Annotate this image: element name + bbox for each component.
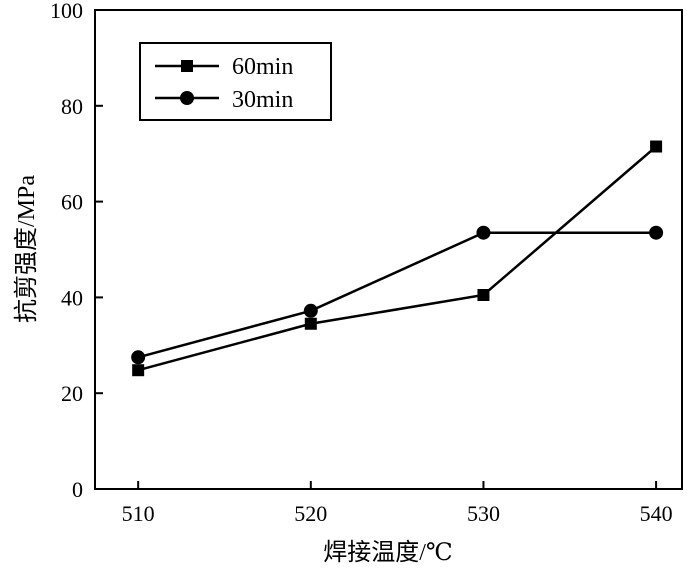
y-tick-label-2: 40 [61,285,83,310]
y-tick-label-5: 100 [50,0,83,23]
plot-frame [94,9,683,490]
y-tick-label-3: 60 [61,190,83,215]
y-tick-label-1: 20 [61,381,83,406]
series-layer [131,140,664,377]
data-point-30min-520 [303,303,318,318]
x-tick-label-2: 530 [467,501,500,526]
y-tick-label-4: 80 [61,94,83,119]
data-point-60min-540 [650,140,663,153]
x-axis-title: 焊接温度/℃ [323,539,453,566]
tick-layer: 0 20 40 60 80 100 510 520 530 540 [50,0,673,526]
legend: 60min 30min [139,42,332,121]
data-point-30min-530 [476,225,491,240]
data-point-60min-510 [132,364,145,377]
x-tick-label-3: 540 [640,501,673,526]
data-point-30min-540 [649,225,664,240]
x-tick-label-0: 510 [122,501,155,526]
legend-marker-30min [180,91,194,105]
legend-label-60min: 60min [232,54,293,80]
y-tick-label-0: 0 [72,477,83,502]
legend-box [139,42,332,121]
legend-marker-60min [181,60,193,72]
legend-label-30min: 30min [232,87,293,113]
series-line-30min [137,231,657,359]
data-point-30min-510 [131,350,146,365]
y-axis-title: 抗剪强度/MPa [13,175,40,323]
x-tick-label-1: 520 [294,501,327,526]
series-line-60min [137,145,657,372]
data-point-60min-520 [304,317,317,330]
data-point-60min-530 [477,289,490,302]
